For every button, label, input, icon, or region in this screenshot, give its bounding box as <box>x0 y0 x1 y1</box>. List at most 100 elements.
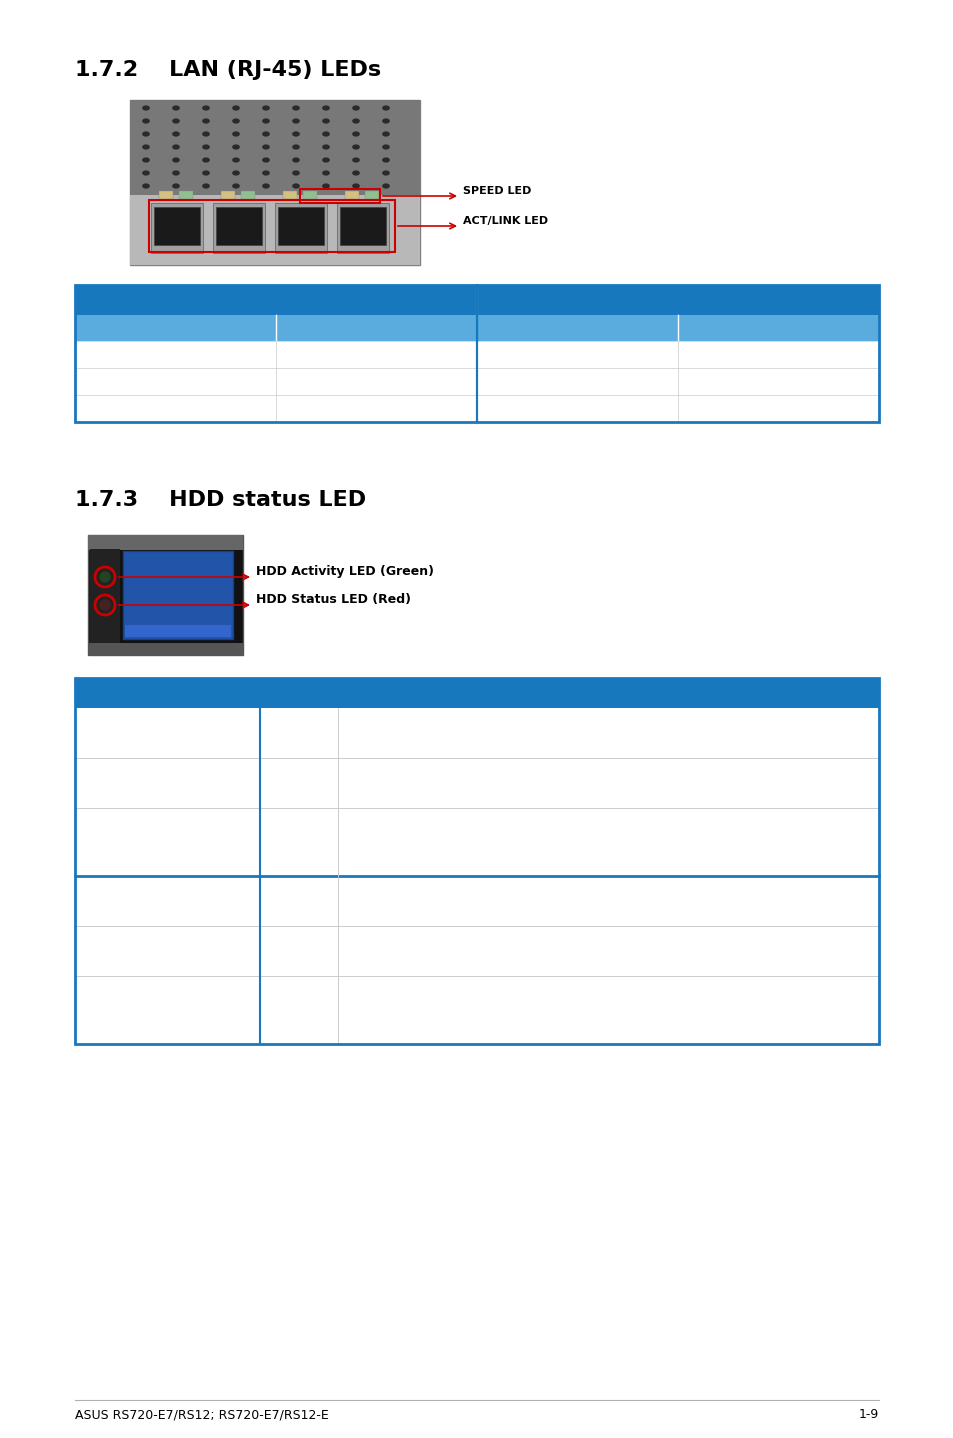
Bar <box>75 395 878 421</box>
Bar <box>241 191 254 198</box>
Text: OFF: OFF <box>287 726 311 739</box>
Text: OFF: OFF <box>162 348 188 361</box>
Ellipse shape <box>232 105 239 111</box>
Circle shape <box>100 600 110 610</box>
Text: Status: Status <box>152 322 197 335</box>
Ellipse shape <box>352 144 359 150</box>
Ellipse shape <box>172 131 180 137</box>
Bar <box>179 191 193 198</box>
Bar <box>339 207 386 244</box>
Bar <box>337 926 878 976</box>
Text: OFF: OFF <box>563 348 589 361</box>
Ellipse shape <box>142 118 150 124</box>
Text: HDD not present: HDD not present <box>350 726 454 739</box>
Ellipse shape <box>262 170 270 175</box>
Ellipse shape <box>202 157 210 162</box>
Bar <box>337 876 878 926</box>
Ellipse shape <box>382 131 390 137</box>
Ellipse shape <box>172 184 180 188</box>
Ellipse shape <box>262 184 270 188</box>
Ellipse shape <box>142 157 150 162</box>
Text: HDD Status LED (Red): HDD Status LED (Red) <box>97 953 236 966</box>
Ellipse shape <box>292 118 299 124</box>
Text: ORANGE: ORANGE <box>548 374 604 387</box>
Ellipse shape <box>142 170 150 175</box>
Ellipse shape <box>262 131 270 137</box>
Bar <box>75 285 878 421</box>
Text: GREEN: GREEN <box>152 374 197 387</box>
Ellipse shape <box>352 184 359 188</box>
Bar <box>75 368 878 395</box>
Text: ASUS RS720-E7/RS12; RS720-E7/RS12-E: ASUS RS720-E7/RS12; RS720-E7/RS12-E <box>75 1408 329 1421</box>
Bar <box>90 549 120 643</box>
Ellipse shape <box>382 184 390 188</box>
Ellipse shape <box>202 184 210 188</box>
Bar <box>130 101 419 196</box>
Bar <box>151 203 203 253</box>
Bar <box>260 876 337 926</box>
Text: Description: Description <box>738 322 817 335</box>
Ellipse shape <box>172 157 180 162</box>
Text: 1.7.3    HDD status LED: 1.7.3 HDD status LED <box>75 490 366 510</box>
Ellipse shape <box>382 157 390 162</box>
Ellipse shape <box>352 170 359 175</box>
Ellipse shape <box>142 184 150 188</box>
Ellipse shape <box>262 105 270 111</box>
Bar <box>260 758 337 808</box>
Ellipse shape <box>352 157 359 162</box>
Text: GREEN: GREEN <box>554 401 599 414</box>
Text: ACT/LINK LED: ACT/LINK LED <box>462 216 548 226</box>
Bar <box>75 677 878 707</box>
Bar <box>75 341 878 368</box>
Text: HDD Status LED (Red): HDD Status LED (Red) <box>255 594 411 607</box>
Text: Data activity: Data activity <box>334 401 418 414</box>
Ellipse shape <box>352 118 359 124</box>
Text: Status: Status <box>554 322 599 335</box>
Bar <box>75 677 878 1044</box>
Text: 1. Read/write data from/into the SATA/SAS HDD: 1. Read/write data from/into the SATA/SA… <box>350 827 647 840</box>
Ellipse shape <box>172 144 180 150</box>
Text: ON: ON <box>289 945 309 958</box>
Ellipse shape <box>352 105 359 111</box>
Ellipse shape <box>382 105 390 111</box>
Ellipse shape <box>292 105 299 111</box>
Bar <box>299 188 379 203</box>
Text: Blinking: Blinking <box>274 1004 324 1017</box>
Bar <box>260 707 337 758</box>
Bar <box>130 101 419 265</box>
Text: SPEED LED: SPEED LED <box>635 293 720 306</box>
Bar <box>130 196 419 265</box>
Ellipse shape <box>202 105 210 111</box>
Ellipse shape <box>382 144 390 150</box>
Bar <box>260 926 337 976</box>
Bar <box>337 808 878 876</box>
Ellipse shape <box>202 170 210 175</box>
Bar <box>221 191 234 198</box>
Ellipse shape <box>232 118 239 124</box>
Text: ACT/LINK LED: ACT/LINK LED <box>222 293 329 306</box>
Ellipse shape <box>172 105 180 111</box>
Ellipse shape <box>232 157 239 162</box>
Ellipse shape <box>232 144 239 150</box>
Bar <box>260 808 337 876</box>
Ellipse shape <box>292 157 299 162</box>
Ellipse shape <box>292 184 299 188</box>
Ellipse shape <box>232 184 239 188</box>
Ellipse shape <box>202 144 210 150</box>
Text: 1-9: 1-9 <box>858 1408 878 1421</box>
Bar <box>153 207 200 244</box>
Ellipse shape <box>142 144 150 150</box>
Text: HDD Activity LED (Green): HDD Activity LED (Green) <box>87 785 247 798</box>
Bar <box>337 976 878 1044</box>
Bar <box>88 535 243 549</box>
Text: 2. Locating (blinking with the HDD activity LED): 2. Locating (blinking with the HDD activ… <box>350 1012 648 1025</box>
Ellipse shape <box>202 118 210 124</box>
Bar <box>274 203 327 253</box>
Bar <box>88 535 243 654</box>
Text: Linked: Linked <box>354 374 397 387</box>
Text: 2. Locating (blinking with the HDD status LED): 2. Locating (blinking with the HDD statu… <box>350 844 640 857</box>
Ellipse shape <box>382 170 390 175</box>
Text: HDD present, no activity: HDD present, no activity <box>350 777 503 789</box>
Text: ON: ON <box>289 777 309 789</box>
Ellipse shape <box>322 157 330 162</box>
